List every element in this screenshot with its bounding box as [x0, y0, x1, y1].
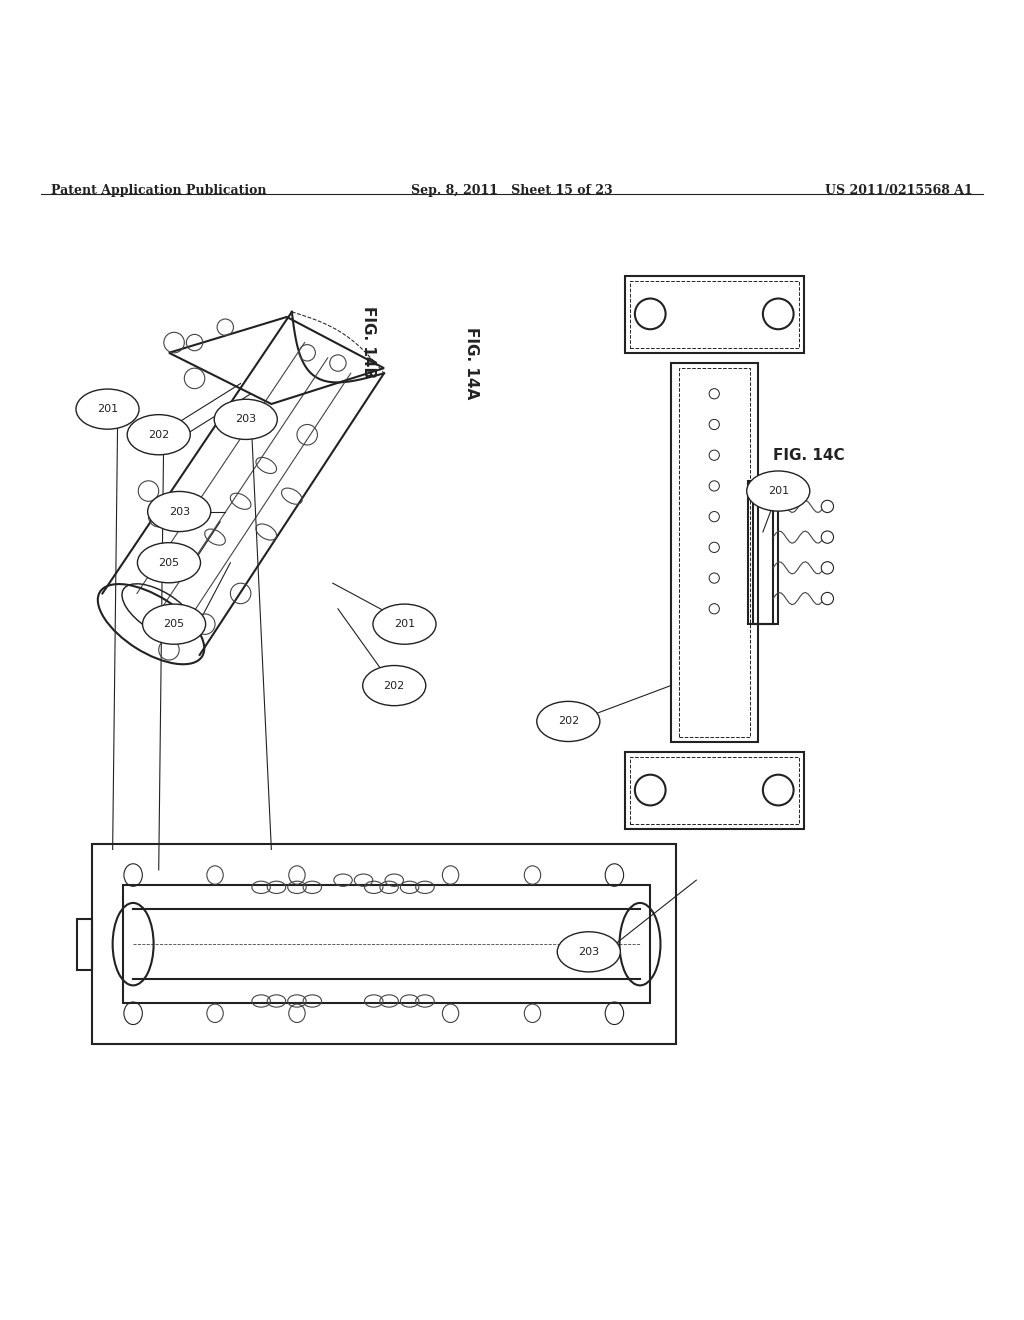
Bar	[77, 919, 92, 970]
Circle shape	[821, 562, 834, 574]
Ellipse shape	[557, 932, 621, 972]
Bar	[748, 480, 773, 624]
Ellipse shape	[142, 605, 206, 644]
Ellipse shape	[537, 701, 600, 742]
Circle shape	[821, 593, 834, 605]
Ellipse shape	[137, 543, 201, 583]
Text: 202: 202	[148, 430, 169, 440]
Bar	[625, 752, 804, 829]
Bar	[753, 480, 778, 624]
Text: 205: 205	[159, 558, 179, 568]
Circle shape	[821, 500, 834, 512]
Text: 203: 203	[169, 507, 189, 516]
Text: 201: 201	[394, 619, 415, 630]
Text: 201: 201	[97, 404, 118, 414]
Bar	[123, 886, 650, 1003]
Ellipse shape	[362, 665, 426, 706]
Ellipse shape	[76, 389, 139, 429]
Ellipse shape	[214, 399, 278, 440]
Text: 205: 205	[164, 619, 184, 630]
Text: 202: 202	[558, 717, 579, 726]
Text: FIG. 14A: FIG. 14A	[464, 327, 478, 399]
Ellipse shape	[147, 491, 211, 532]
Bar	[630, 281, 799, 347]
Bar	[630, 758, 799, 824]
Text: 203: 203	[236, 414, 256, 424]
Ellipse shape	[127, 414, 190, 455]
Text: 203: 203	[579, 946, 599, 957]
Text: FIG. 14B: FIG. 14B	[361, 306, 376, 379]
Text: Sep. 8, 2011   Sheet 15 of 23: Sep. 8, 2011 Sheet 15 of 23	[412, 183, 612, 197]
Bar	[671, 363, 758, 742]
Text: 202: 202	[384, 681, 404, 690]
Text: Patent Application Publication: Patent Application Publication	[51, 183, 266, 197]
Bar	[679, 368, 750, 737]
Text: US 2011/0215568 A1: US 2011/0215568 A1	[825, 183, 973, 197]
Ellipse shape	[373, 605, 436, 644]
Bar	[92, 845, 676, 1044]
Circle shape	[821, 531, 834, 544]
Text: 201: 201	[768, 486, 788, 496]
Text: FIG. 14C: FIG. 14C	[773, 447, 845, 463]
Ellipse shape	[746, 471, 810, 511]
Bar	[625, 276, 804, 352]
